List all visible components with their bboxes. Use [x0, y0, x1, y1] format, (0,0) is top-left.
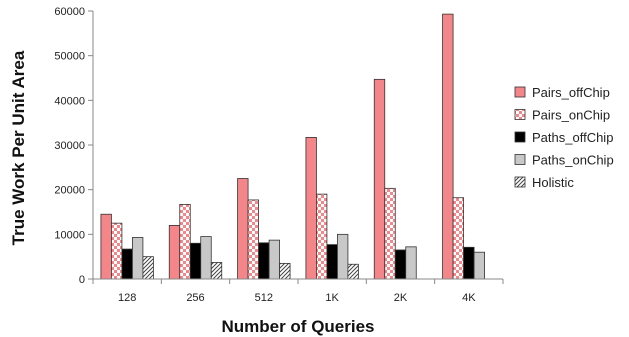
x-tick-label: 128 — [118, 292, 136, 304]
legend: Pairs_offChip Pairs_onChip Paths_offChip Pa… — [514, 85, 614, 190]
axis-lines — [92, 11, 503, 280]
legend-label-pairs-offchip: Pairs_offChip — [532, 85, 610, 100]
x-tick-label: 1K — [325, 292, 339, 304]
x-tick-label: 4K — [462, 292, 476, 304]
legend-label-pairs-onchip: Pairs_onChip — [532, 108, 610, 123]
y-axis-title: True Work Per Unit Area — [9, 50, 28, 245]
bar-pairs-offchip-128 — [100, 213, 112, 280]
x-tick-label: 256 — [186, 292, 204, 304]
legend-label-holistic: Holistic — [532, 175, 574, 190]
bar-pairs-onchip-256 — [179, 204, 191, 280]
bar-pairs-onchip-2k — [384, 187, 396, 280]
legend-swatch-pairs-offchip — [514, 86, 526, 98]
legend-swatch-pairs-onchip — [514, 109, 526, 120]
bar-paths-offchip-4k — [463, 246, 475, 280]
x-axis: 128 256 512 1K 2K 4K — [92, 279, 504, 304]
x-axis-title: Number of Queries — [221, 317, 374, 336]
y-tick-label: 50000 — [54, 51, 85, 63]
y-tick-label: 40000 — [54, 95, 85, 107]
legend-swatch-paths-offchip — [514, 131, 526, 143]
legend-label-paths-offchip: Paths_offChip — [532, 130, 613, 145]
y-tick-label: 20000 — [54, 185, 85, 197]
bar-pairs-onchip-512 — [247, 199, 259, 280]
bar-paths-onchip-256 — [200, 236, 212, 280]
bar-paths-onchip-128 — [132, 237, 144, 280]
bar-paths-onchip-2k — [405, 246, 417, 280]
bar-holistic-128 — [142, 256, 154, 280]
y-tick-label: 0 — [79, 274, 85, 286]
legend-swatch-holistic — [514, 176, 526, 188]
bars — [100, 13, 485, 280]
bar-paths-offchip-256 — [189, 242, 202, 280]
bar-pairs-offchip-2k — [373, 78, 386, 280]
bar-holistic-256 — [210, 262, 223, 280]
bar-pairs-offchip-256 — [168, 224, 181, 280]
bar-paths-onchip-512 — [268, 239, 280, 280]
bar-paths-offchip-512 — [258, 242, 270, 280]
bar-pairs-onchip-4k — [452, 197, 464, 280]
bar-pairs-onchip-1k — [316, 193, 328, 280]
x-tick-label: 2K — [394, 292, 408, 304]
y-tick-label: 10000 — [54, 229, 85, 241]
bar-paths-offchip-1k — [326, 244, 338, 280]
bar-pairs-onchip-128 — [111, 222, 123, 280]
bar-holistic-512 — [279, 262, 291, 280]
bar-pairs-offchip-512 — [237, 178, 249, 280]
bar-paths-onchip-1k — [337, 233, 349, 280]
bar-holistic-1k — [347, 263, 359, 280]
bar-paths-offchip-128 — [121, 248, 133, 280]
x-tick-label: 512 — [255, 292, 273, 304]
legend-swatch-paths-onchip — [514, 154, 526, 165]
legend-label-paths-onchip: Paths_onChip — [532, 153, 614, 168]
bar-paths-offchip-2k — [394, 249, 407, 280]
y-tick-label: 30000 — [54, 140, 85, 152]
bar-pairs-offchip-4k — [442, 13, 454, 280]
y-axis: 0 10000 20000 30000 40000 50000 60000 — [54, 6, 93, 286]
y-tick-label: 60000 — [54, 6, 85, 18]
bar-paths-onchip-4k — [473, 251, 485, 280]
bar-pairs-offchip-1k — [305, 137, 317, 280]
